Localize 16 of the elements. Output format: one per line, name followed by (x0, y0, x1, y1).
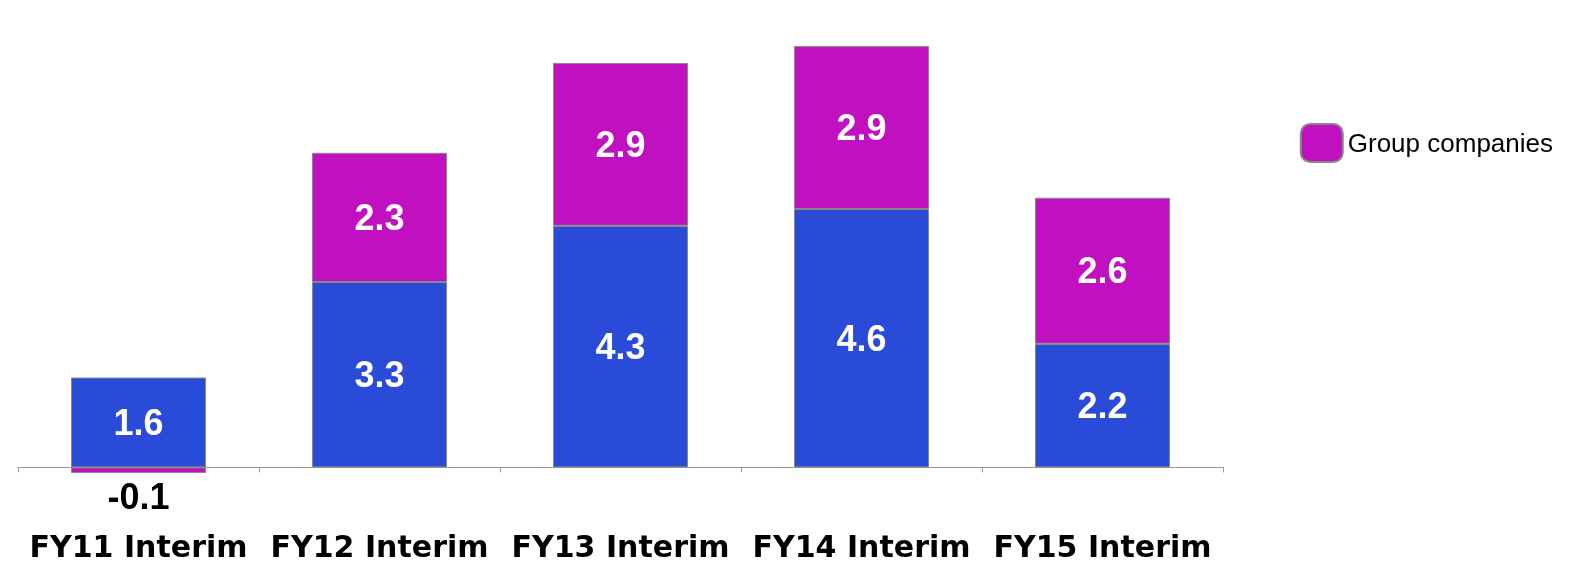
legend-label: Group companies (1347, 128, 1554, 158)
x-tick-label: FY13 Interim (511, 528, 730, 564)
data-label: 2.3 (354, 196, 405, 238)
data-label: 4.6 (836, 317, 887, 359)
data-label: 2.9 (836, 107, 887, 149)
data-label: -0.1 (107, 475, 170, 517)
data-label: 3.3 (354, 354, 405, 396)
x-tick-label: FY15 Interim (993, 528, 1212, 564)
data-label: 2.6 (1077, 250, 1128, 292)
data-label: 4.3 (595, 326, 646, 368)
x-tick-label: FY12 Interim (270, 528, 489, 564)
data-label: 1.6 (113, 401, 164, 443)
x-tick-label: FY14 Interim (752, 528, 971, 564)
data-label: 2.2 (1077, 385, 1128, 427)
data-label: 2.9 (595, 123, 646, 165)
x-tick-label: FY11 Interim (29, 528, 248, 564)
